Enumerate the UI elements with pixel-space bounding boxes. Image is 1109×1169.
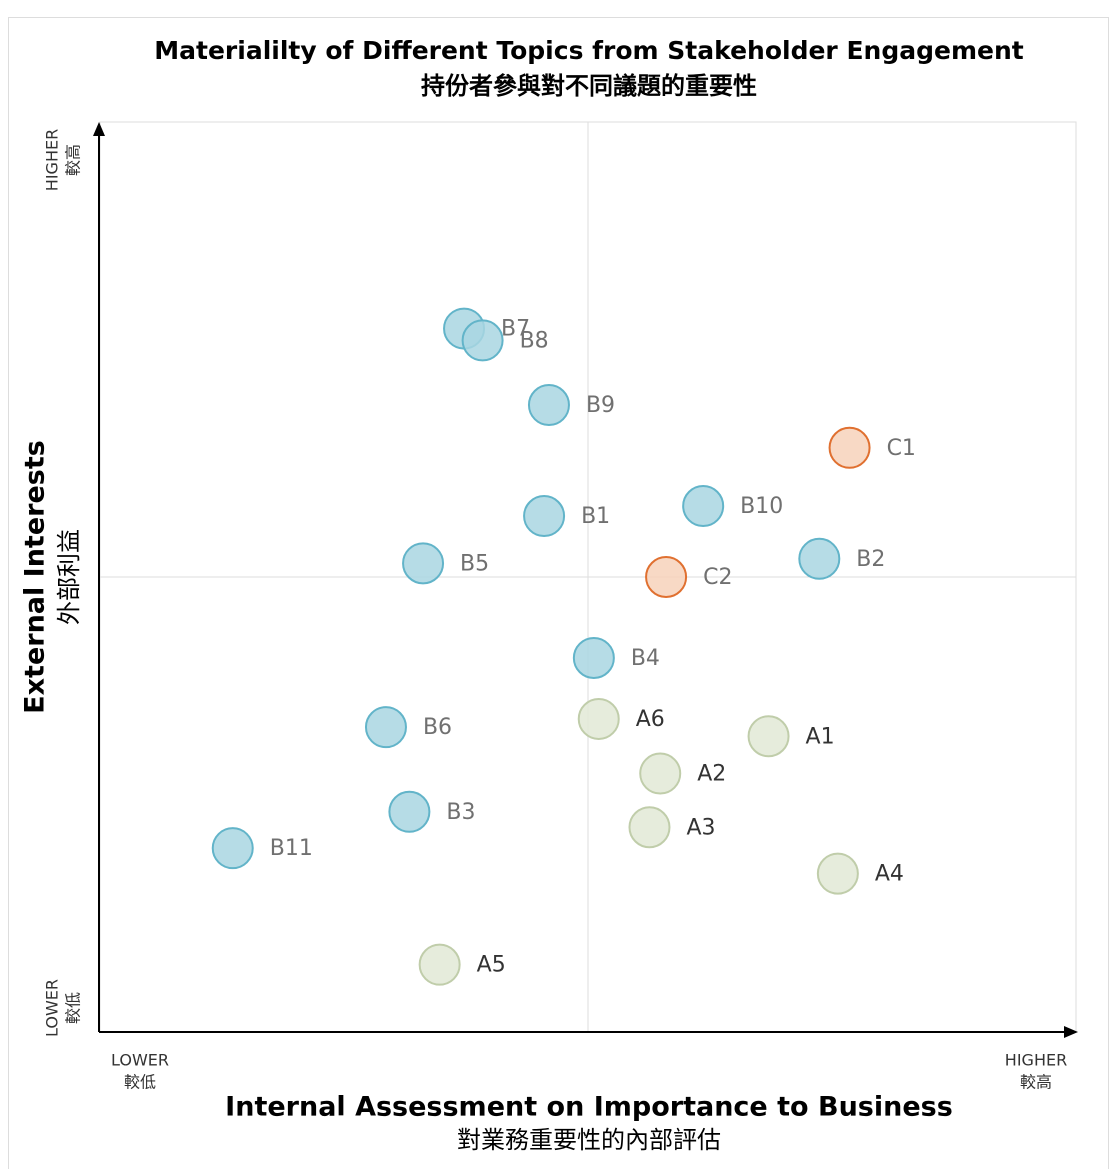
point-label: B3 — [446, 800, 475, 825]
x-arrow — [1064, 1026, 1078, 1038]
point-label: B8 — [520, 328, 549, 353]
x-axis-label: Internal Assessment on Importance to Bus… — [225, 1092, 953, 1123]
point-label: B4 — [631, 646, 660, 671]
point-label: B11 — [270, 836, 313, 861]
point-label: C2 — [703, 565, 732, 590]
chart-subtitle: 持份者參與對不同議題的重要性 — [421, 72, 757, 100]
point-label: B10 — [740, 494, 783, 519]
point-label: A4 — [875, 862, 904, 887]
point-label: C1 — [887, 436, 916, 461]
x-high-label-sub: 較高 — [1020, 1073, 1052, 1092]
x-axis-label-sub: 對業務重要性的內部評估 — [457, 1126, 721, 1154]
y-high-label: HIGHER — [43, 129, 62, 191]
point — [461, 319, 504, 362]
point — [828, 426, 871, 469]
point — [682, 485, 725, 528]
point — [645, 556, 688, 598]
point — [364, 706, 407, 749]
point — [577, 697, 620, 740]
point-label: A6 — [636, 707, 665, 732]
frame — [8, 17, 1109, 1169]
point-label: A1 — [806, 724, 835, 749]
y-axis-label: External Interests — [20, 440, 51, 714]
y-arrow — [93, 122, 105, 136]
point — [747, 715, 790, 758]
point — [798, 537, 841, 580]
point-label: A2 — [697, 762, 726, 787]
point — [388, 790, 431, 833]
point — [628, 806, 671, 849]
point-label: B6 — [423, 715, 452, 740]
point-label: B1 — [581, 504, 610, 529]
point — [572, 636, 615, 679]
point — [402, 542, 445, 585]
point — [639, 752, 682, 795]
point-label: A5 — [477, 953, 506, 978]
point — [816, 852, 859, 895]
point — [418, 943, 461, 986]
point — [211, 827, 254, 870]
y-low-label: LOWER — [43, 979, 62, 1037]
y-axis-label-sub: 外部利益 — [55, 529, 83, 625]
point — [527, 384, 570, 427]
chart-title: Materialilty of Different Topics from St… — [154, 36, 1023, 65]
point-label: A3 — [686, 815, 715, 840]
point-label: B2 — [856, 547, 885, 572]
x-high-label: HIGHER — [1005, 1051, 1067, 1070]
point-label: B5 — [460, 551, 489, 576]
point-label: B7 — [501, 317, 530, 342]
x-low-label-sub: 較低 — [124, 1073, 156, 1092]
y-high-label-sub: 較高 — [64, 144, 83, 176]
y-low-label-sub: 較低 — [64, 992, 83, 1024]
grid — [100, 122, 1076, 1032]
point-label: B9 — [586, 393, 615, 418]
x-low-label: LOWER — [111, 1051, 169, 1070]
point — [523, 495, 566, 538]
